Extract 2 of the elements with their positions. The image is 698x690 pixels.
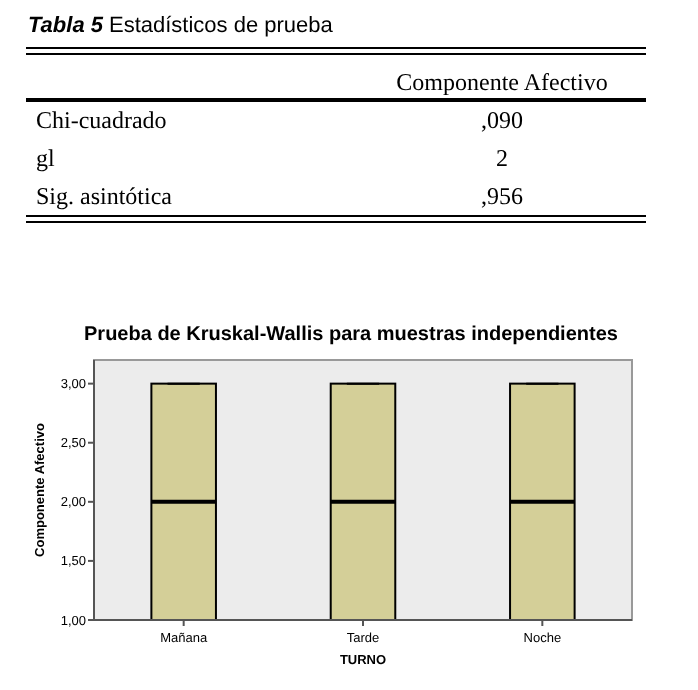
statistics-table: Tabla 5 Estadísticos de prueba Componente Afectivo Chi-cuadrado ,090 gl 2 Sig. asintótica ,956	[25, 14, 647, 223]
chart-title: Prueba de Kruskal-Wallis para muestras independientes	[84, 324, 619, 346]
